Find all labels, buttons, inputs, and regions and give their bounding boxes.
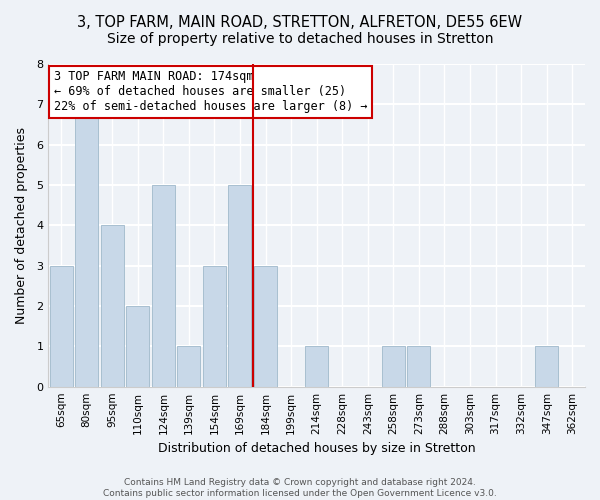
- Text: 3 TOP FARM MAIN ROAD: 174sqm
← 69% of detached houses are smaller (25)
22% of se: 3 TOP FARM MAIN ROAD: 174sqm ← 69% of de…: [53, 70, 367, 114]
- Text: Size of property relative to detached houses in Stretton: Size of property relative to detached ho…: [107, 32, 493, 46]
- Text: Contains HM Land Registry data © Crown copyright and database right 2024.
Contai: Contains HM Land Registry data © Crown c…: [103, 478, 497, 498]
- Bar: [535, 346, 558, 387]
- Bar: [407, 346, 430, 387]
- X-axis label: Distribution of detached houses by size in Stretton: Distribution of detached houses by size …: [158, 442, 475, 455]
- Bar: [203, 266, 226, 386]
- Bar: [50, 266, 73, 386]
- Y-axis label: Number of detached properties: Number of detached properties: [15, 127, 28, 324]
- Text: 3, TOP FARM, MAIN ROAD, STRETTON, ALFRETON, DE55 6EW: 3, TOP FARM, MAIN ROAD, STRETTON, ALFRET…: [77, 15, 523, 30]
- Bar: [305, 346, 328, 387]
- Bar: [75, 104, 98, 386]
- Bar: [254, 266, 277, 386]
- Bar: [101, 226, 124, 386]
- Bar: [229, 185, 251, 386]
- Bar: [178, 346, 200, 387]
- Bar: [382, 346, 405, 387]
- Bar: [152, 185, 175, 386]
- Bar: [126, 306, 149, 386]
